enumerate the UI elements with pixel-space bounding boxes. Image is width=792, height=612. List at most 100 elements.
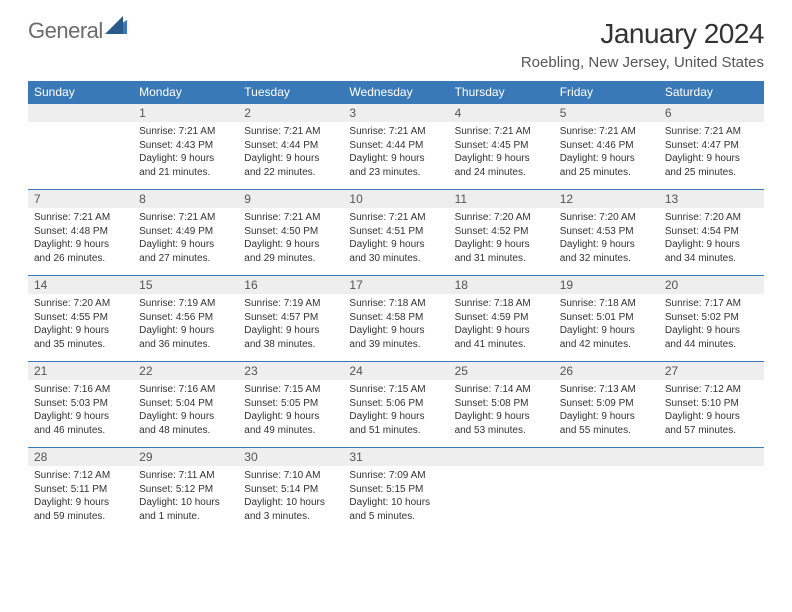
day-data-row: Sunrise: 7:16 AMSunset: 5:03 PMDaylight:…	[28, 380, 764, 448]
sunrise-text: Sunrise: 7:13 AM	[560, 383, 653, 397]
day-data-cell: Sunrise: 7:12 AMSunset: 5:10 PMDaylight:…	[659, 380, 764, 448]
day-data-cell: Sunrise: 7:20 AMSunset: 4:55 PMDaylight:…	[28, 294, 133, 362]
daylight-text: Daylight: 9 hours	[349, 324, 442, 338]
day-data-row: Sunrise: 7:12 AMSunset: 5:11 PMDaylight:…	[28, 466, 764, 533]
daylight-text: and 49 minutes.	[244, 424, 337, 438]
daylight-text: and 34 minutes.	[665, 252, 758, 266]
sunrise-text: Sunrise: 7:09 AM	[349, 469, 442, 483]
calendar-table: Sunday Monday Tuesday Wednesday Thursday…	[28, 81, 764, 533]
sunrise-text: Sunrise: 7:21 AM	[455, 125, 548, 139]
sunset-text: Sunset: 5:14 PM	[244, 483, 337, 497]
sunset-text: Sunset: 4:55 PM	[34, 311, 127, 325]
sunset-text: Sunset: 4:50 PM	[244, 225, 337, 239]
day-data-cell: Sunrise: 7:21 AMSunset: 4:50 PMDaylight:…	[238, 208, 343, 276]
day-number-cell: 24	[343, 362, 448, 381]
weekday-header: Wednesday	[343, 81, 448, 104]
sunrise-text: Sunrise: 7:18 AM	[455, 297, 548, 311]
day-data-cell: Sunrise: 7:11 AMSunset: 5:12 PMDaylight:…	[133, 466, 238, 533]
daylight-text: Daylight: 9 hours	[455, 410, 548, 424]
daylight-text: Daylight: 9 hours	[244, 152, 337, 166]
day-number-cell	[659, 448, 764, 467]
sunset-text: Sunset: 4:44 PM	[349, 139, 442, 153]
sunrise-text: Sunrise: 7:20 AM	[560, 211, 653, 225]
day-data-cell: Sunrise: 7:13 AMSunset: 5:09 PMDaylight:…	[554, 380, 659, 448]
daylight-text: Daylight: 10 hours	[139, 496, 232, 510]
daylight-text: and 38 minutes.	[244, 338, 337, 352]
sunset-text: Sunset: 5:01 PM	[560, 311, 653, 325]
daylight-text: Daylight: 9 hours	[665, 238, 758, 252]
daylight-text: Daylight: 10 hours	[244, 496, 337, 510]
day-data-cell	[28, 122, 133, 190]
daylight-text: Daylight: 9 hours	[560, 152, 653, 166]
sunset-text: Sunset: 5:02 PM	[665, 311, 758, 325]
sunrise-text: Sunrise: 7:20 AM	[34, 297, 127, 311]
day-data-cell: Sunrise: 7:20 AMSunset: 4:52 PMDaylight:…	[449, 208, 554, 276]
sunrise-text: Sunrise: 7:18 AM	[560, 297, 653, 311]
sunset-text: Sunset: 4:51 PM	[349, 225, 442, 239]
location-text: Roebling, New Jersey, United States	[28, 54, 764, 71]
daylight-text: Daylight: 9 hours	[34, 324, 127, 338]
sunset-text: Sunset: 4:49 PM	[139, 225, 232, 239]
daylight-text: and 32 minutes.	[560, 252, 653, 266]
day-number-row: 14151617181920	[28, 276, 764, 295]
day-data-cell: Sunrise: 7:16 AMSunset: 5:04 PMDaylight:…	[133, 380, 238, 448]
daylight-text: and 1 minute.	[139, 510, 232, 524]
weekday-header: Monday	[133, 81, 238, 104]
sunset-text: Sunset: 4:56 PM	[139, 311, 232, 325]
day-data-row: Sunrise: 7:20 AMSunset: 4:55 PMDaylight:…	[28, 294, 764, 362]
day-data-cell: Sunrise: 7:15 AMSunset: 5:06 PMDaylight:…	[343, 380, 448, 448]
day-data-cell: Sunrise: 7:18 AMSunset: 4:59 PMDaylight:…	[449, 294, 554, 362]
sunset-text: Sunset: 4:53 PM	[560, 225, 653, 239]
day-number-cell: 8	[133, 190, 238, 209]
daylight-text: and 31 minutes.	[455, 252, 548, 266]
day-data-cell: Sunrise: 7:19 AMSunset: 4:57 PMDaylight:…	[238, 294, 343, 362]
day-number-cell: 2	[238, 104, 343, 123]
daylight-text: Daylight: 9 hours	[139, 152, 232, 166]
day-data-cell: Sunrise: 7:21 AMSunset: 4:49 PMDaylight:…	[133, 208, 238, 276]
day-number-cell	[554, 448, 659, 467]
day-number-cell: 21	[28, 362, 133, 381]
daylight-text: and 36 minutes.	[139, 338, 232, 352]
daylight-text: Daylight: 10 hours	[349, 496, 442, 510]
daylight-text: Daylight: 9 hours	[455, 152, 548, 166]
daylight-text: and 35 minutes.	[34, 338, 127, 352]
daylight-text: Daylight: 9 hours	[34, 496, 127, 510]
day-number-cell: 14	[28, 276, 133, 295]
sunrise-text: Sunrise: 7:21 AM	[244, 211, 337, 225]
sunrise-text: Sunrise: 7:12 AM	[665, 383, 758, 397]
day-number-cell: 13	[659, 190, 764, 209]
daylight-text: and 3 minutes.	[244, 510, 337, 524]
sunrise-text: Sunrise: 7:14 AM	[455, 383, 548, 397]
daylight-text: and 44 minutes.	[665, 338, 758, 352]
daylight-text: Daylight: 9 hours	[349, 410, 442, 424]
daylight-text: and 29 minutes.	[244, 252, 337, 266]
day-number-cell: 7	[28, 190, 133, 209]
day-data-cell	[554, 466, 659, 533]
daylight-text: and 26 minutes.	[34, 252, 127, 266]
day-data-cell	[659, 466, 764, 533]
sunrise-text: Sunrise: 7:20 AM	[665, 211, 758, 225]
logo-triangle-icon	[105, 16, 127, 34]
daylight-text: Daylight: 9 hours	[349, 152, 442, 166]
daylight-text: and 53 minutes.	[455, 424, 548, 438]
day-number-cell: 10	[343, 190, 448, 209]
day-data-cell: Sunrise: 7:12 AMSunset: 5:11 PMDaylight:…	[28, 466, 133, 533]
sunset-text: Sunset: 5:08 PM	[455, 397, 548, 411]
weekday-header: Sunday	[28, 81, 133, 104]
daylight-text: Daylight: 9 hours	[560, 324, 653, 338]
daylight-text: and 57 minutes.	[665, 424, 758, 438]
day-number-cell: 1	[133, 104, 238, 123]
sunrise-text: Sunrise: 7:12 AM	[34, 469, 127, 483]
weekday-header: Thursday	[449, 81, 554, 104]
sunrise-text: Sunrise: 7:20 AM	[455, 211, 548, 225]
sunset-text: Sunset: 5:12 PM	[139, 483, 232, 497]
sunset-text: Sunset: 5:10 PM	[665, 397, 758, 411]
day-data-cell: Sunrise: 7:18 AMSunset: 4:58 PMDaylight:…	[343, 294, 448, 362]
daylight-text: and 25 minutes.	[560, 166, 653, 180]
day-number-cell: 22	[133, 362, 238, 381]
day-data-row: Sunrise: 7:21 AMSunset: 4:43 PMDaylight:…	[28, 122, 764, 190]
day-number-cell: 18	[449, 276, 554, 295]
weekday-header: Friday	[554, 81, 659, 104]
sunrise-text: Sunrise: 7:21 AM	[139, 125, 232, 139]
weekday-header-row: Sunday Monday Tuesday Wednesday Thursday…	[28, 81, 764, 104]
